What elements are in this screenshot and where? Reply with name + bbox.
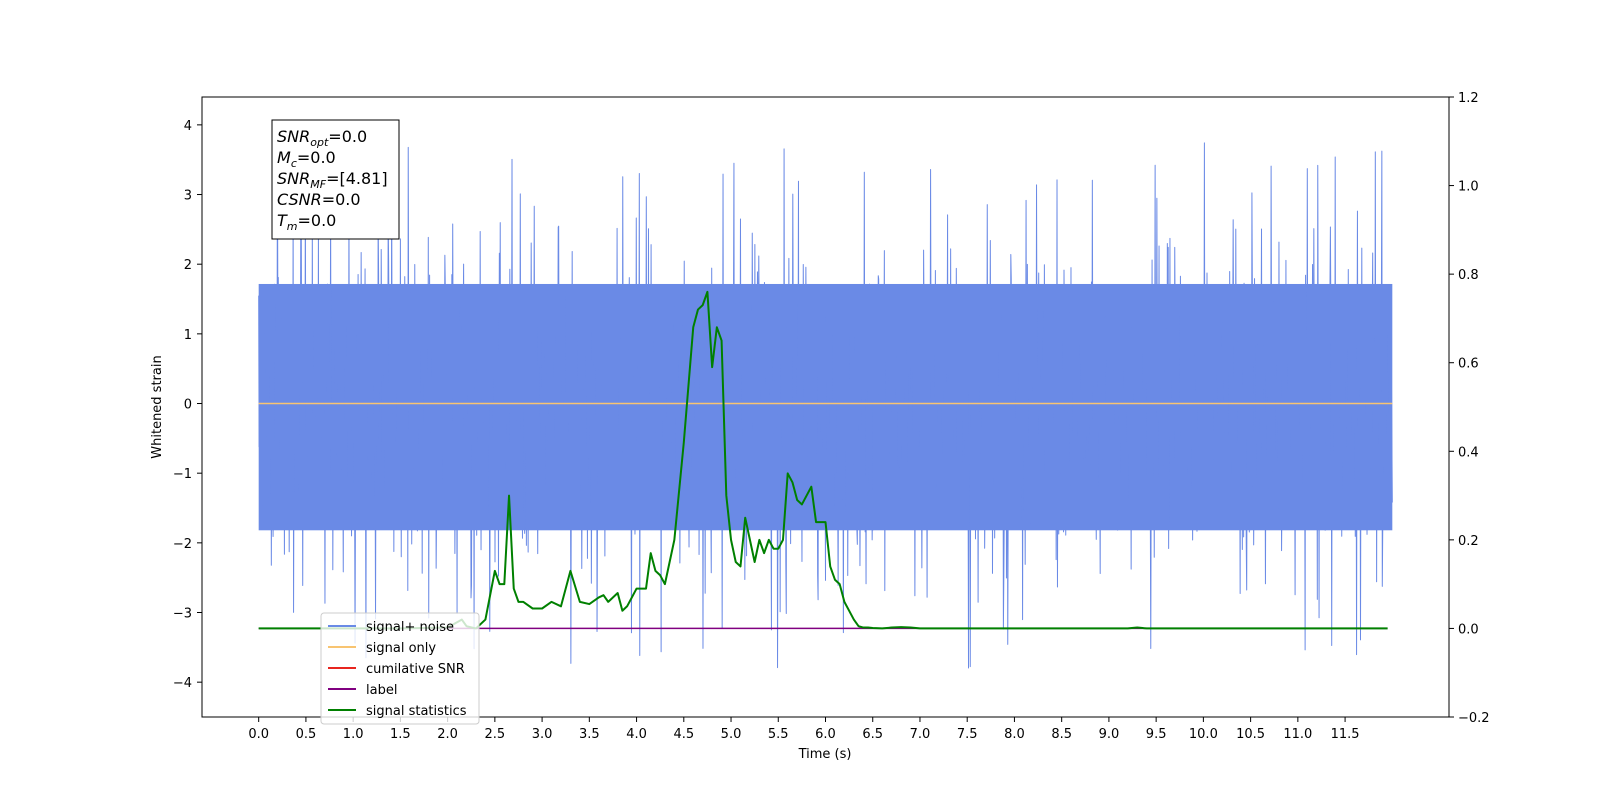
x-tick-label: 5.5: [768, 727, 789, 742]
y-axis-label: Whitened strain: [150, 355, 165, 458]
x-tick-label: 4.0: [626, 727, 647, 742]
x-axis-label: Time (s): [798, 747, 852, 762]
y-axis-right: 1.2 1.0 0.8 0.6 0.4 0.2 0.0 −0.2: [1449, 91, 1490, 726]
y2-tick-label: 0.6: [1458, 357, 1479, 372]
legend-label: label: [366, 683, 397, 698]
noise-trace: [258, 142, 1393, 669]
y-tick-label: −1: [173, 467, 192, 482]
legend-label: signal+ noise: [366, 620, 454, 635]
x-tick-label: 10.5: [1236, 727, 1265, 742]
y-tick-label: −3: [173, 607, 192, 622]
x-tick-label: 6.0: [815, 727, 836, 742]
x-tick-label: 11.0: [1283, 727, 1312, 742]
annotation-line: SNRopt=0.0: [277, 127, 367, 149]
x-tick-label: 7.0: [910, 727, 931, 742]
y-tick-label: 0: [184, 398, 192, 413]
annotation-line: SNRMF=[4.81]: [277, 169, 388, 191]
x-tick-label: 1.5: [390, 727, 411, 742]
y-axis-left: 4 3 2 1 0 −1 −2 −3 −4: [173, 119, 202, 691]
annotation-line: Mc=0.0: [277, 148, 336, 170]
y2-tick-label: 1.0: [1458, 180, 1479, 195]
y2-tick-label: 0.0: [1458, 622, 1479, 637]
y-tick-label: 4: [184, 119, 192, 134]
y-tick-label: 1: [184, 328, 192, 343]
y2-tick-label: 0.2: [1458, 534, 1479, 549]
x-tick-label: 3.0: [532, 727, 553, 742]
x-tick-label: 1.0: [343, 727, 364, 742]
y2-tick-label: −0.2: [1458, 711, 1490, 726]
annotation-line: Tm=0.0: [277, 211, 336, 233]
x-tick-label: 8.0: [1004, 727, 1025, 742]
legend: signal+ noise signal only cumilative SNR la…: [320, 612, 480, 725]
x-tick-label: 4.5: [673, 727, 694, 742]
x-tick-label: 9.5: [1146, 727, 1167, 742]
x-tick-label: 0.0: [248, 727, 269, 742]
plot-area: [258, 142, 1393, 669]
x-tick-label: 10.0: [1189, 727, 1218, 742]
annotation-frame: [271, 119, 400, 240]
y-tick-label: −2: [173, 537, 192, 552]
y-tick-label: −4: [173, 676, 192, 691]
legend-label: signal only: [366, 641, 436, 656]
x-tick-label: 6.5: [862, 727, 883, 742]
legend-label: cumilative SNR: [366, 662, 465, 677]
series-signal-statistics: [258, 290, 1388, 630]
legend-label: signal statistics: [366, 704, 467, 719]
y-tick-label: 3: [184, 189, 192, 204]
y-tick-label: 2: [184, 258, 192, 273]
x-tick-label: 2.0: [437, 727, 458, 742]
x-tick-label: 9.0: [1099, 727, 1120, 742]
y2-tick-label: 0.4: [1458, 445, 1479, 460]
x-tick-label: 11.5: [1331, 727, 1360, 742]
x-axis: 0.0 0.5 1.0 1.5 2.0 2.5 3.0 3.5 4.0 4.5 5.0 5.5 6.0 6…: [248, 717, 1360, 742]
x-tick-label: 7.5: [957, 727, 978, 742]
series-signal-plus-noise: [258, 142, 1393, 669]
y2-tick-label: 0.8: [1458, 268, 1479, 283]
x-tick-label: 2.5: [485, 727, 506, 742]
x-tick-label: 8.5: [1051, 727, 1072, 742]
x-tick-label: 5.0: [721, 727, 742, 742]
y2-tick-label: 1.2: [1458, 91, 1479, 106]
annotation-line: CSNR=0.0: [277, 190, 361, 209]
x-tick-label: 0.5: [296, 727, 317, 742]
legend-frame: [320, 612, 480, 725]
x-tick-label: 3.5: [579, 727, 600, 742]
